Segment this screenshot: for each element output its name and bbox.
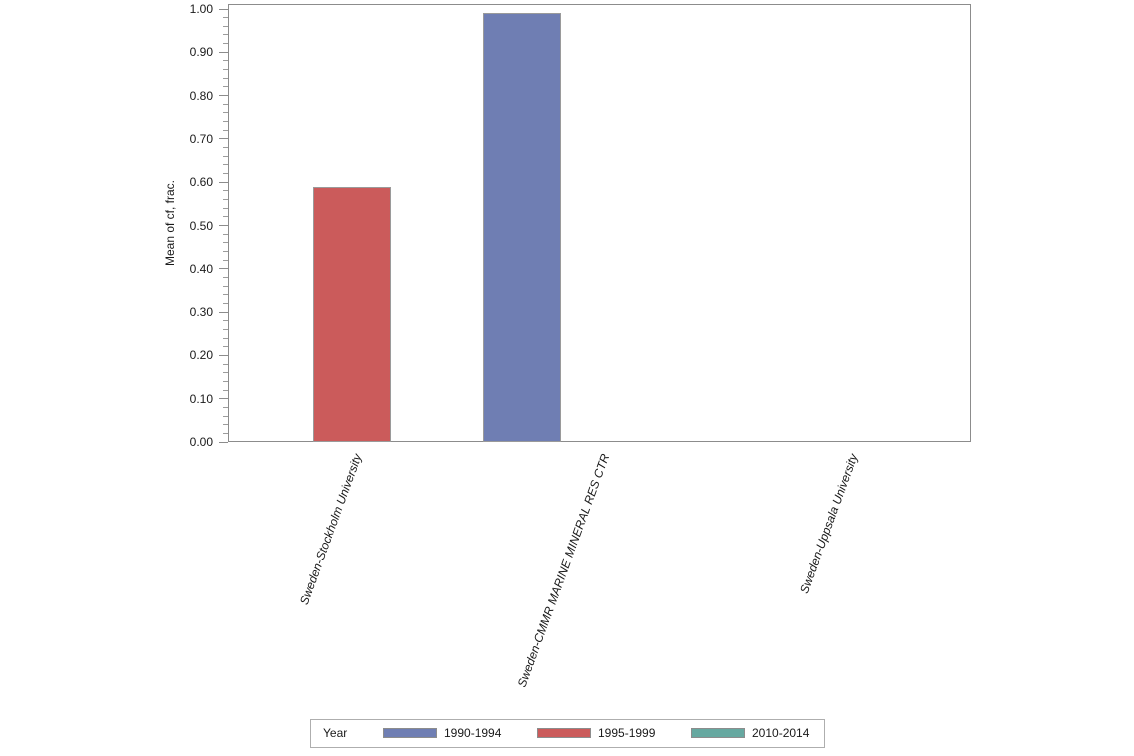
legend-swatch-1995-1999 — [537, 728, 591, 738]
legend-label-1995-1999: 1995-1999 — [598, 726, 656, 740]
y-tick-minor — [223, 302, 228, 304]
y-tick-minor — [223, 285, 228, 287]
y-tick-minor — [223, 233, 228, 235]
y-tick-minor — [223, 276, 228, 278]
y-tick-minor — [223, 242, 228, 244]
y-tick-minor — [223, 164, 228, 166]
y-tick-minor — [223, 34, 228, 36]
y-tick-label: 1.00 — [189, 2, 213, 16]
y-tick-minor — [223, 77, 228, 79]
bar-1995-1999 — [313, 187, 391, 442]
y-tick-minor — [223, 380, 228, 382]
y-tick-label: 0.20 — [189, 348, 213, 363]
y-tick-minor — [223, 207, 228, 209]
y-tick-label: 0.00 — [189, 435, 213, 449]
y-tick-label: 0.50 — [189, 218, 213, 233]
y-tick-label: 0.80 — [189, 88, 213, 103]
y-tick-minor — [223, 25, 228, 27]
y-tick-minor — [223, 190, 228, 192]
y-tick-minor — [223, 121, 228, 123]
y-tick-minor — [223, 199, 228, 201]
legend: Year 1990-1994 1995-1999 2010-2014 — [310, 719, 825, 748]
y-tick-minor — [223, 69, 228, 71]
y-tick-minor — [223, 294, 228, 296]
y-tick-minor — [223, 389, 228, 391]
y-tick-minor — [223, 363, 228, 365]
legend-label-1990-1994: 1990-1994 — [444, 726, 502, 740]
y-tick-minor — [223, 250, 228, 252]
legend-swatch-2010-2014 — [691, 728, 745, 738]
y-tick-major — [219, 354, 228, 356]
y-tick-minor — [223, 432, 228, 434]
y-tick-major — [219, 181, 228, 183]
y-tick-minor — [223, 216, 228, 218]
y-tick-minor — [223, 86, 228, 88]
x-category-label: Sweden-CMMR MARINE MINERAL RES CTR — [514, 452, 613, 690]
y-tick-minor — [223, 328, 228, 330]
y-tick-label: 0.60 — [189, 175, 213, 190]
legend-swatch-1990-1994 — [383, 728, 437, 738]
y-tick-label: 0.40 — [189, 261, 213, 276]
y-tick-major — [219, 8, 228, 10]
y-tick-minor — [223, 155, 228, 157]
y-tick-label: 0.90 — [189, 45, 213, 60]
y-tick-minor — [223, 406, 228, 408]
y-tick-major — [219, 225, 228, 226]
y-tick-major — [219, 138, 228, 140]
y-tick-minor — [223, 346, 228, 348]
y-tick-major — [219, 441, 228, 443]
y-tick-minor — [223, 17, 228, 19]
y-tick-minor — [223, 60, 228, 62]
y-tick-major — [219, 398, 228, 400]
y-tick-label: 0.10 — [189, 391, 213, 406]
y-tick-major — [219, 95, 228, 97]
y-tick-minor — [223, 147, 228, 149]
y-tick-minor — [223, 259, 228, 261]
y-tick-minor — [223, 112, 228, 114]
y-tick-minor — [223, 320, 228, 322]
y-tick-minor — [223, 173, 228, 175]
y-tick-minor — [223, 337, 228, 339]
y-tick-minor — [223, 103, 228, 105]
bar-1990-1994 — [483, 13, 561, 442]
y-tick-label: 0.70 — [189, 131, 213, 146]
y-tick-label: 0.30 — [189, 305, 213, 320]
y-tick-major — [219, 51, 228, 53]
y-tick-minor — [223, 424, 228, 426]
y-tick-minor — [223, 43, 228, 45]
y-tick-major — [219, 268, 228, 270]
y-tick-minor — [223, 415, 228, 417]
legend-title: Year — [323, 726, 348, 740]
y-tick-minor — [223, 129, 228, 131]
legend-label-2010-2014: 2010-2014 — [752, 726, 810, 740]
y-tick-major — [219, 311, 228, 313]
y-tick-minor — [223, 372, 228, 374]
x-category-label: Sweden-Stockholm University — [297, 452, 365, 607]
x-category-label: Sweden-Uppsala University — [796, 452, 861, 596]
